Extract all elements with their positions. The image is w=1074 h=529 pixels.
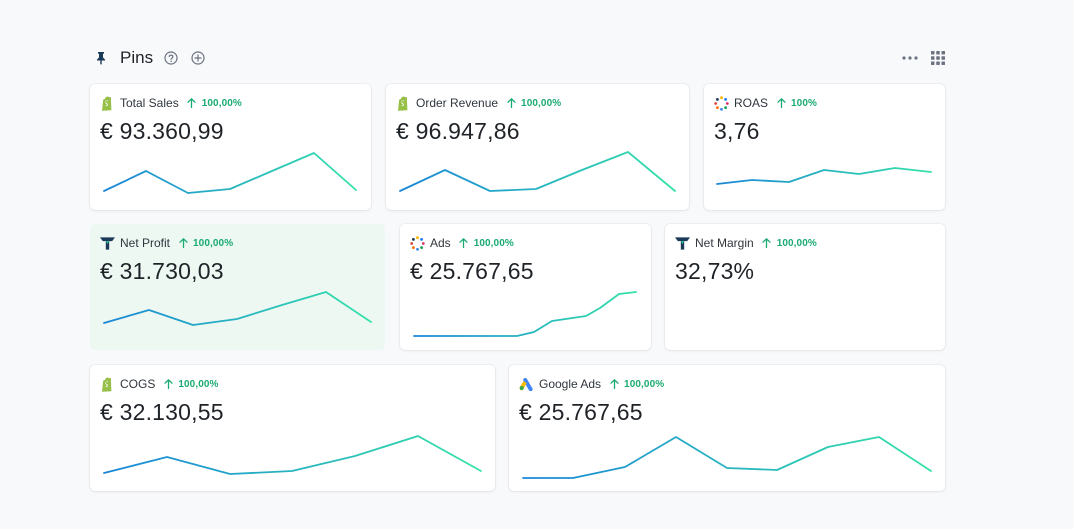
metric-label: Net Profit [120,236,171,250]
sparkline-chart [103,435,482,475]
trend-indicator: 100,00% [187,98,242,109]
card-header: Ads 100,00% [410,235,514,251]
trend-indicator: 100,00% [762,238,817,249]
metric-value: 32,73% [675,258,755,284]
pins-header: Pins [90,44,946,72]
trend-indicator: 100,00% [506,98,561,109]
trend-indicator: 100% [776,98,817,109]
pin-icon [92,49,110,67]
kpi-card-roas[interactable]: ROAS 100% 3,76 [704,84,945,210]
metric-value: € 25.767,65 [519,399,643,425]
trend-indicator: 100,00% [609,379,664,390]
card-header: Google Ads 100,00% [519,376,664,392]
metric-label: Total Sales [120,96,179,110]
page-title: Pins [120,48,154,67]
google-ads-icon [519,377,534,392]
metric-label: Ads [430,236,451,250]
header-tools [901,50,946,66]
metric-label: Order Revenue [416,96,499,110]
card-header: ROAS 100% [714,95,817,111]
metric-label: Google Ads [539,377,602,391]
metric-label: COGS [120,377,156,391]
trend-indicator: 100,00% [178,238,233,249]
card-header: Total Sales 100,00% [100,95,242,111]
change-percent: 100,00% [201,97,242,109]
sparkline-chart [103,152,357,194]
sparkline-series [522,436,932,479]
multi-icon [714,95,729,111]
sparkline-chart [413,291,637,337]
arrow-up-icon [762,238,772,249]
kpi-card-order-revenue[interactable]: Order Revenue 100,00% € 96.947,86 [386,84,689,210]
kpi-card-google-ads[interactable]: Google Ads 100,00% € 25.767,65 [509,365,945,491]
sparkline-series [399,151,676,192]
metric-value: € 93.360,99 [100,118,224,144]
brand-icon [675,236,690,251]
metric-label: ROAS [734,96,769,110]
arrow-up-icon [187,98,197,109]
kpi-card-ads[interactable]: Ads 100,00% € 25.767,65 [400,224,651,350]
arrow-up-icon [459,238,469,249]
sparkline-chart [399,151,676,192]
metric-value: 3,76 [714,118,760,144]
arrow-up-icon [506,98,516,109]
grid-view-icon[interactable] [930,50,946,66]
card-header: Net Profit 100,00% [100,235,233,251]
card-header: COGS 100,00% [100,376,219,392]
change-percent: 100,00% [776,237,817,249]
sparkline-series [103,152,357,194]
shopify-icon [100,377,115,392]
shopify-icon [396,96,411,111]
metric-value: € 96.947,86 [396,118,520,144]
kpi-card-net-profit[interactable]: Net Profit 100,00% € 31.730,03 [90,224,385,350]
trend-indicator: 100,00% [163,379,218,390]
arrow-up-icon [609,379,619,390]
change-percent: 100,00% [193,237,234,249]
kpi-card-cogs[interactable]: COGS 100,00% € 32.130,55 [90,365,495,491]
arrow-up-icon [776,98,786,109]
help-icon[interactable] [163,50,179,66]
kpi-card-total-sales[interactable]: Total Sales 100,00% € 93.360,99 [90,84,371,210]
metric-value: € 32.130,55 [100,399,224,425]
shopify-icon [100,96,115,111]
change-percent: 100% [791,97,817,109]
sparkline-chart [103,291,372,326]
trend-indicator: 100,00% [459,238,514,249]
sparkline-series [716,167,932,185]
sparkline-series [103,435,482,475]
card-header: Net Margin 100,00% [675,235,817,251]
multi-icon [410,235,425,251]
card-header: Order Revenue 100,00% [396,95,561,111]
change-percent: 100,00% [624,378,665,390]
metric-label: Net Margin [695,236,754,250]
more-options-icon[interactable] [901,50,919,66]
sparkline-series [413,291,637,337]
arrow-up-icon [163,379,173,390]
change-percent: 100,00% [473,237,514,249]
sparkline-chart [522,436,932,479]
add-pin-icon[interactable] [190,50,206,66]
change-percent: 100,00% [521,97,562,109]
sparkline-series [103,291,372,326]
sparkline-chart [716,167,932,185]
change-percent: 100,00% [178,378,219,390]
kpi-card-net-margin[interactable]: Net Margin 100,00% 32,73% [665,224,945,350]
arrow-up-icon [178,238,188,249]
brand-icon [100,236,115,251]
metric-value: € 25.767,65 [410,258,534,284]
metric-value: € 31.730,03 [100,258,224,284]
